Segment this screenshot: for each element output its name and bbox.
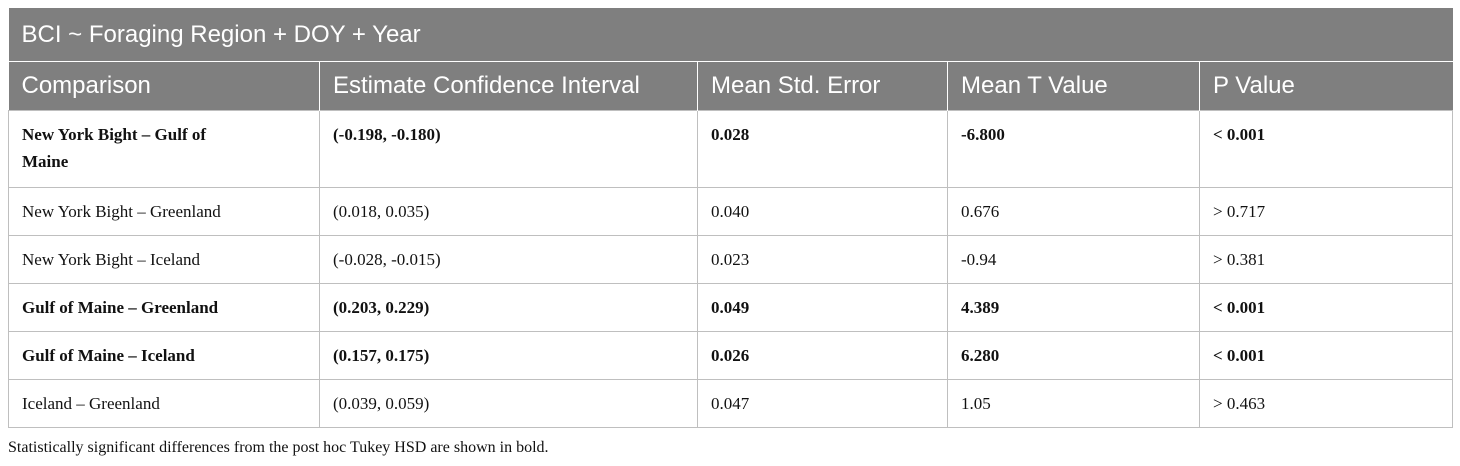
table-cell: 1.05 (947, 379, 1200, 428)
table-row: New York Bight – Greenland (0.018, 0.035)… (8, 187, 1454, 236)
cell-text: New York Bight – Greenland (22, 202, 221, 221)
table-cell: (-0.028, -0.015) (319, 235, 698, 284)
cell-text: < 0.001 (1213, 346, 1266, 365)
cell-text: > 0.463 (1213, 394, 1266, 413)
cell-text: Iceland – Greenland (22, 394, 160, 413)
table-row: New York Bight – Gulf of Maine (-0.198, -… (8, 110, 1454, 188)
table-cell: New York Bight – Gulf of Maine (8, 110, 320, 188)
header-row: Comparison Estimate Confidence Interval Me… (8, 61, 1453, 111)
table-cell: > 0.463 (1198, 379, 1454, 428)
cell-text: Gulf of Maine – Greenland (22, 298, 219, 317)
table-cell: -6.800 (947, 110, 1200, 188)
table-body: New York Bight – Gulf of Maine (-0.198, -… (8, 110, 1454, 428)
cell-text: < 0.001 (1213, 298, 1266, 317)
cell-text: 0.049 (711, 298, 750, 317)
footnote: Statistically significant differences fr… (8, 439, 549, 456)
cell-text: 6.280 (961, 346, 1000, 365)
table-cell: < 0.001 (1198, 283, 1454, 332)
cell-text: 0.028 (711, 125, 750, 144)
table-cell: 0.026 (697, 331, 948, 380)
cell-text: (0.018, 0.035) (333, 202, 430, 221)
cell-text: Gulf of Maine – Iceland (22, 346, 195, 365)
table-cell: (0.018, 0.035) (319, 187, 698, 236)
column-header: Estimate Confidence Interval (319, 61, 698, 111)
cell-text: < 0.001 (1213, 125, 1266, 144)
table-title: BCI ~ Foraging Region + DOY + Year (8, 8, 1453, 62)
cell-text: 0.047 (711, 394, 750, 413)
table-cell: < 0.001 (1198, 110, 1454, 188)
cell-text: New York Bight – Iceland (22, 250, 201, 269)
table-cell: Gulf of Maine – Iceland (8, 331, 320, 380)
cell-text: -0.94 (961, 250, 997, 269)
cell-text: > 0.717 (1213, 202, 1266, 221)
table-cell: 0.676 (947, 187, 1200, 236)
column-header: P Value (1198, 61, 1453, 111)
cell-text: (-0.198, -0.180) (333, 125, 441, 144)
table-row: Gulf of Maine – Greenland (0.203, 0.229) 0… (8, 283, 1454, 332)
table-cell: < 0.001 (1198, 331, 1454, 380)
column-header: Mean Std. Error (697, 61, 948, 111)
table-cell: 6.280 (947, 331, 1200, 380)
cell-text: (0.157, 0.175) (333, 346, 430, 365)
cell-text: 4.389 (961, 298, 1000, 317)
cell-text: > 0.381 (1213, 250, 1266, 269)
table-cell: (0.157, 0.175) (319, 331, 698, 380)
table-cell: 0.047 (697, 379, 948, 428)
table-cell: > 0.381 (1198, 235, 1454, 284)
cell-text: New York Bight – Gulf of Maine (22, 125, 207, 171)
table-cell: -0.94 (947, 235, 1200, 284)
table-cell: 0.028 (697, 110, 948, 188)
table-cell: New York Bight – Iceland (8, 235, 320, 284)
table-cell: (-0.198, -0.180) (319, 110, 698, 188)
cell-text: (0.203, 0.229) (333, 298, 430, 317)
cell-text: 0.040 (711, 202, 750, 221)
cell-text: 0.026 (711, 346, 750, 365)
table-row: New York Bight – Iceland (-0.028, -0.015)… (8, 235, 1454, 284)
table-cell: Gulf of Maine – Greenland (8, 283, 320, 332)
table-cell: (0.039, 0.059) (319, 379, 698, 428)
table-cell: 0.023 (697, 235, 948, 284)
column-header: Mean T Value (947, 61, 1200, 111)
cell-text: (-0.028, -0.015) (333, 250, 441, 269)
table-cell: (0.203, 0.229) (319, 283, 698, 332)
table-cell: Iceland – Greenland (8, 379, 320, 428)
table-row: Gulf of Maine – Iceland (0.157, 0.175) 0.0… (8, 331, 1454, 380)
cell-text: -6.800 (961, 125, 1005, 144)
table-cell: > 0.717 (1198, 187, 1454, 236)
table-cell: 0.049 (697, 283, 948, 332)
cell-text: 0.676 (961, 202, 1000, 221)
table-cell: 0.040 (697, 187, 948, 236)
cell-text: 1.05 (961, 394, 991, 413)
cell-text: 0.023 (711, 250, 750, 269)
table-row: Iceland – Greenland (0.039, 0.059) 0.047 1.… (8, 379, 1454, 428)
column-header: Comparison (8, 61, 320, 111)
results-table: BCI ~ Foraging Region + DOY + Year Compa… (8, 8, 1454, 428)
table-cell: 4.389 (947, 283, 1200, 332)
table-cell: New York Bight – Greenland (8, 187, 320, 236)
cell-text: (0.039, 0.059) (333, 394, 430, 413)
